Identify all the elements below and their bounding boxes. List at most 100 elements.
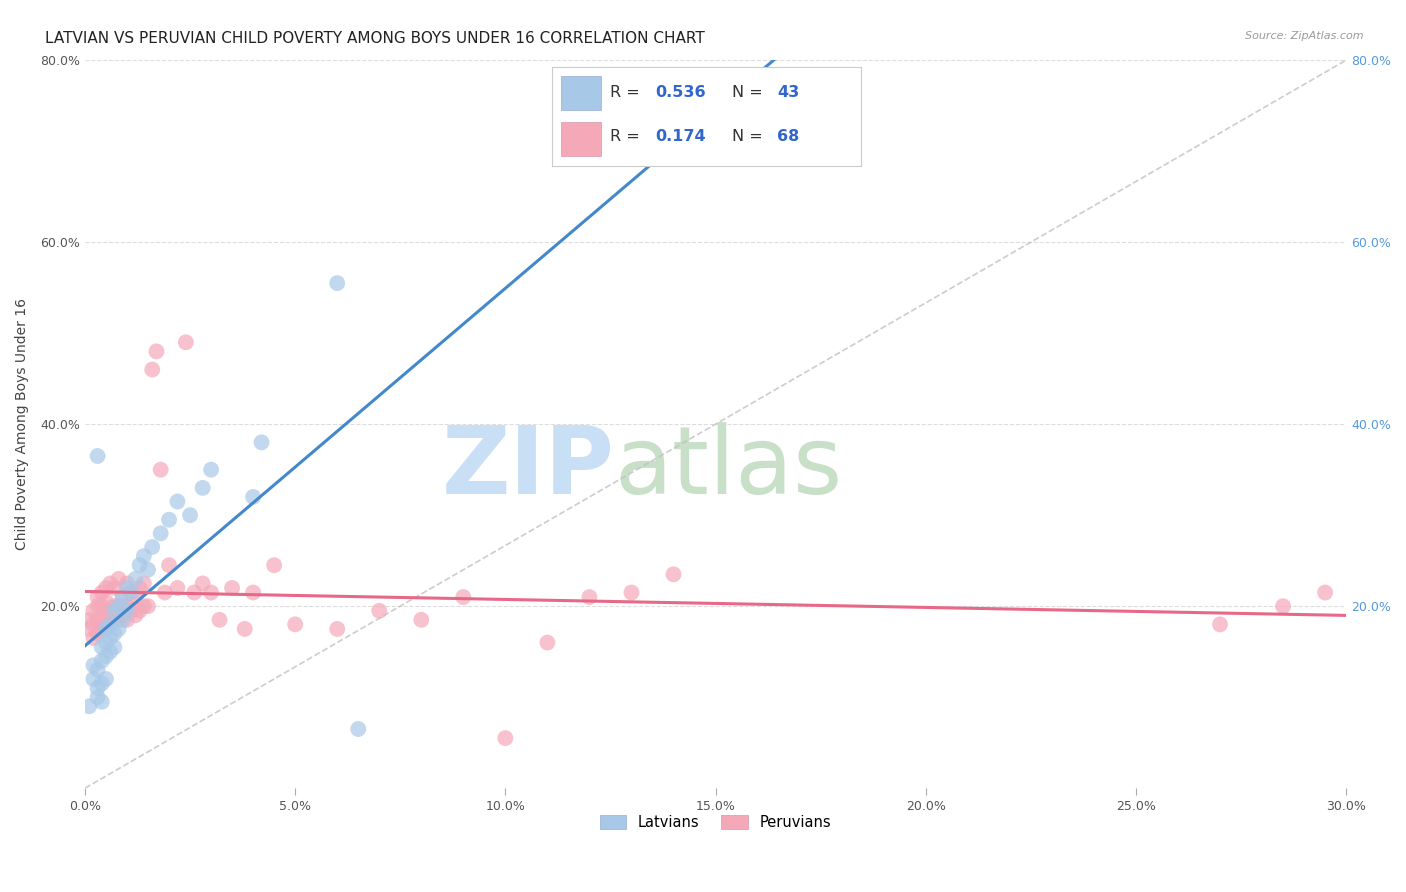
Point: [284, 617, 307, 632]
Point: [115, 604, 138, 618]
Point: [141, 362, 163, 376]
Point: [153, 585, 176, 599]
Point: [183, 585, 205, 599]
Point: [86, 663, 108, 677]
Point: [263, 558, 285, 573]
Point: [90, 585, 112, 599]
Point: [94, 581, 117, 595]
Point: [98, 645, 121, 659]
Point: [107, 599, 129, 614]
Point: [103, 613, 125, 627]
Point: [368, 604, 391, 618]
Point: [107, 599, 129, 614]
Point: [132, 549, 155, 563]
Point: [94, 594, 117, 608]
Point: [82, 658, 104, 673]
Point: [536, 635, 558, 649]
Point: [94, 622, 117, 636]
Point: [86, 613, 108, 627]
Point: [136, 563, 159, 577]
Point: [86, 626, 108, 640]
Point: [77, 699, 100, 714]
Point: [132, 599, 155, 614]
Point: [111, 590, 134, 604]
Point: [166, 494, 188, 508]
Point: [347, 722, 370, 736]
Point: [107, 622, 129, 636]
Point: [115, 613, 138, 627]
Point: [578, 590, 600, 604]
Point: [145, 344, 167, 359]
Point: [82, 617, 104, 632]
Point: [208, 613, 231, 627]
Point: [90, 640, 112, 654]
Point: [157, 558, 180, 573]
Point: [1209, 617, 1232, 632]
Point: [86, 681, 108, 695]
Point: [233, 622, 256, 636]
Point: [326, 622, 349, 636]
Point: [82, 604, 104, 618]
Point: [90, 676, 112, 690]
Point: [90, 622, 112, 636]
Point: [221, 581, 243, 595]
Point: [179, 508, 201, 523]
Point: [86, 599, 108, 614]
Point: [98, 576, 121, 591]
Point: [94, 649, 117, 664]
Point: [103, 640, 125, 654]
Point: [124, 608, 146, 623]
Point: [128, 558, 150, 573]
Text: Source: ZipAtlas.com: Source: ZipAtlas.com: [1246, 31, 1364, 41]
Y-axis label: Child Poverty Among Boys Under 16: Child Poverty Among Boys Under 16: [15, 298, 30, 550]
Point: [120, 604, 142, 618]
Point: [115, 599, 138, 614]
Point: [132, 576, 155, 591]
Point: [120, 585, 142, 599]
Point: [115, 581, 138, 595]
Point: [124, 572, 146, 586]
Point: [326, 276, 349, 290]
Point: [103, 604, 125, 618]
Point: [1313, 585, 1336, 599]
Point: [86, 690, 108, 705]
Point: [90, 695, 112, 709]
Point: [111, 590, 134, 604]
Point: [149, 526, 172, 541]
Point: [149, 463, 172, 477]
Point: [98, 617, 121, 632]
Point: [82, 631, 104, 645]
Point: [98, 631, 121, 645]
Point: [620, 585, 643, 599]
Point: [90, 599, 112, 614]
Point: [411, 613, 433, 627]
Point: [120, 585, 142, 599]
Point: [94, 672, 117, 686]
Point: [191, 576, 214, 591]
Point: [111, 613, 134, 627]
Text: LATVIAN VS PERUVIAN CHILD POVERTY AMONG BOYS UNDER 16 CORRELATION CHART: LATVIAN VS PERUVIAN CHILD POVERTY AMONG …: [45, 31, 704, 46]
Point: [157, 513, 180, 527]
Point: [103, 626, 125, 640]
Point: [107, 572, 129, 586]
Text: ZIP: ZIP: [441, 422, 614, 514]
Point: [136, 599, 159, 614]
Point: [103, 599, 125, 614]
Point: [494, 731, 516, 745]
Point: [86, 449, 108, 463]
Point: [662, 567, 685, 582]
Point: [242, 585, 264, 599]
Point: [128, 581, 150, 595]
Point: [200, 585, 222, 599]
Point: [124, 590, 146, 604]
Text: atlas: atlas: [614, 422, 844, 514]
Point: [1272, 599, 1295, 614]
Point: [453, 590, 475, 604]
Point: [141, 540, 163, 554]
Point: [82, 672, 104, 686]
Point: [200, 463, 222, 477]
Point: [94, 635, 117, 649]
Point: [98, 617, 121, 632]
Point: [86, 590, 108, 604]
Point: [90, 654, 112, 668]
